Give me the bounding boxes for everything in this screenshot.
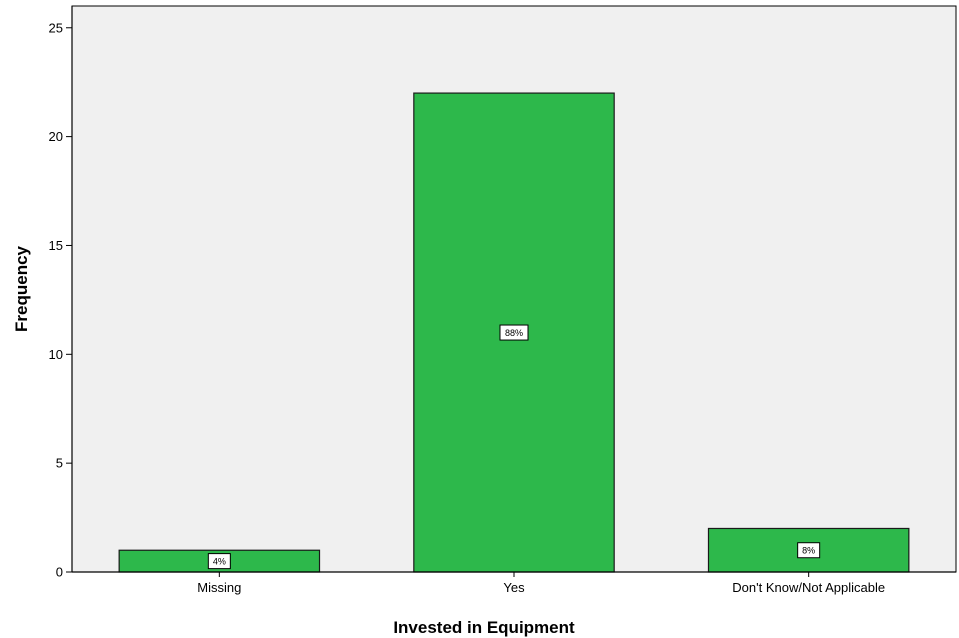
data-label-text: 4% (213, 557, 226, 567)
data-labels-group: 4% 88% 8% (207, 324, 821, 570)
data-label: 4% (207, 553, 231, 570)
y-tick-label: 25 (49, 20, 63, 35)
x-ticks-group: Missing Yes Don't Know/Not Applicable (197, 572, 885, 595)
data-label-box (797, 542, 821, 559)
data-label-box (499, 324, 529, 341)
y-ticks-group: 0 5 10 15 20 25 (49, 20, 72, 580)
x-tick-label: Missing (197, 580, 241, 595)
x-tick-label: Yes (503, 580, 525, 595)
data-label-box (207, 553, 231, 570)
data-label-text: 88% (505, 328, 523, 338)
x-tick-label: Don't Know/Not Applicable (732, 580, 885, 595)
data-label: 88% (499, 324, 529, 341)
y-tick-label: 0 (56, 565, 63, 580)
data-label-text: 8% (802, 546, 815, 556)
y-tick-label: 20 (49, 129, 63, 144)
y-tick-label: 15 (49, 238, 63, 253)
data-label: 8% (797, 542, 821, 559)
y-axis-title: Frequency (12, 245, 31, 332)
x-axis-title: Invested in Equipment (393, 618, 575, 637)
y-tick-label: 5 (56, 456, 63, 471)
y-tick-label: 10 (49, 347, 63, 362)
